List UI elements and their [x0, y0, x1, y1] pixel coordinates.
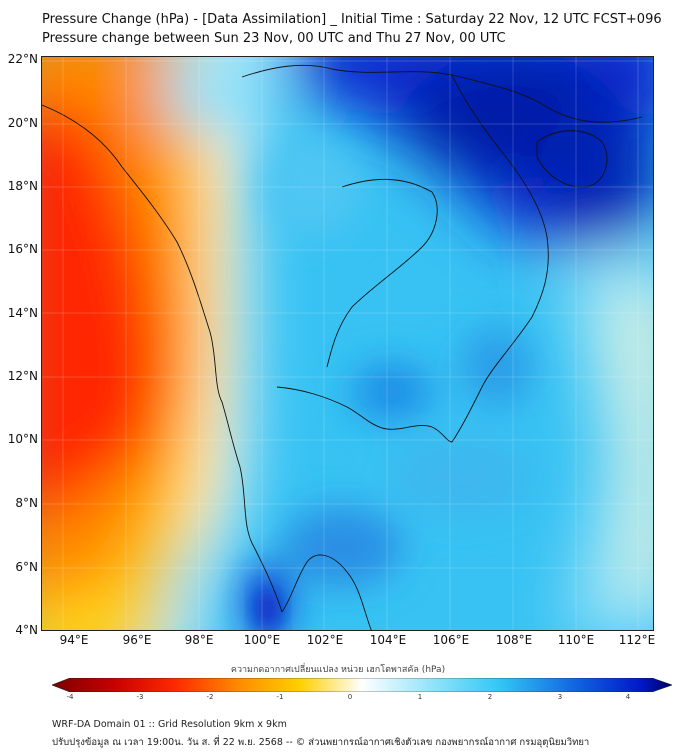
field-detail-layer — [242, 137, 532, 630]
lon-label: 108°E — [495, 633, 533, 647]
lon-label: 100°E — [243, 633, 281, 647]
lat-label: 20°N — [7, 116, 38, 130]
colorbar-tick: 3 — [557, 693, 563, 701]
map-panel — [41, 56, 654, 631]
lon-label: 98°E — [184, 633, 214, 647]
colorbar — [52, 678, 672, 692]
lat-label: 8°N — [15, 496, 38, 510]
colorbar-tick: 4 — [625, 693, 631, 701]
colorbar-tick: 2 — [487, 693, 493, 701]
field-blend-layer — [42, 57, 653, 630]
coastline-outline — [42, 64, 643, 630]
colorbar-gradient — [52, 678, 672, 692]
map-subtitle: Pressure change between Sun 23 Nov, 00 U… — [42, 31, 506, 46]
lat-label: 10°N — [7, 432, 38, 446]
map-title: Pressure Change (hPa) - [Data Assimilati… — [42, 12, 662, 27]
lat-label: 16°N — [7, 242, 38, 256]
lon-label: 94°E — [59, 633, 89, 647]
lon-label: 106°E — [432, 633, 470, 647]
lat-label: 6°N — [15, 560, 38, 574]
lon-label: 102°E — [306, 633, 344, 647]
footer-credit: ปรับปรุงข้อมูล ณ เวลา 19:00น. วัน ส. ที่… — [52, 737, 590, 748]
lat-label: 22°N — [7, 52, 38, 66]
lat-label: 4°N — [15, 623, 38, 637]
colorbar-caption: ความกดอากาศเปลี่ยนแปลง หน่วย เฮกโตพาสคัล… — [230, 665, 446, 675]
lon-label: 104°E — [369, 633, 407, 647]
graticule — [42, 57, 653, 630]
footer-model-info: WRF-DA Domain 01 :: Grid Resolution 9km … — [52, 719, 287, 730]
lat-label: 18°N — [7, 179, 38, 193]
colorbar-tick: 1 — [417, 693, 423, 701]
pressure-change-map — [42, 57, 653, 630]
lat-label: 14°N — [7, 306, 38, 320]
colorbar-tick: -3 — [136, 693, 144, 701]
lon-label: 112°E — [618, 633, 656, 647]
colorbar-tick: -4 — [66, 693, 74, 701]
colorbar-tick: -1 — [276, 693, 284, 701]
colorbar-tick: -2 — [206, 693, 214, 701]
colorbar-tick: 0 — [347, 693, 353, 701]
lon-label: 96°E — [122, 633, 152, 647]
lat-label: 12°N — [7, 369, 38, 383]
lon-label: 110°E — [557, 633, 595, 647]
